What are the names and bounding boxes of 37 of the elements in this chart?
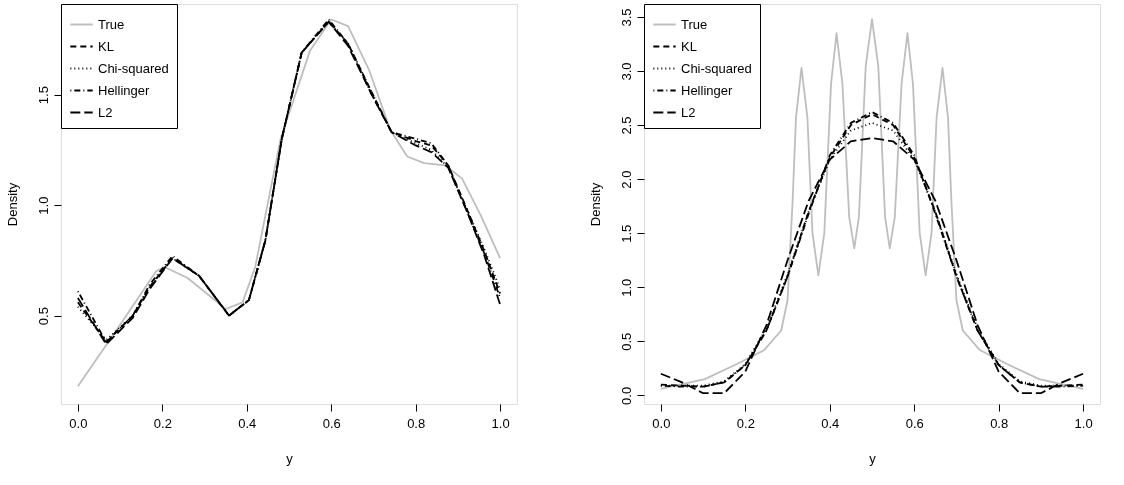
legend-label: Hellinger bbox=[98, 82, 150, 98]
y-tick-label: 0.0 bbox=[618, 386, 634, 405]
x-tick-label: 1.0 bbox=[491, 415, 510, 431]
y-tick-label: 3.0 bbox=[618, 62, 634, 81]
x-tick-label: 0.2 bbox=[736, 415, 755, 431]
legend-label: Hellinger bbox=[681, 82, 733, 98]
x-axis-title: y bbox=[869, 450, 877, 466]
legend-label: L2 bbox=[98, 104, 113, 120]
x-tick-label: 0.0 bbox=[69, 415, 88, 431]
legend-label: Chi-squared bbox=[681, 60, 752, 76]
x-tick-label: 0.0 bbox=[652, 415, 671, 431]
y-axis-title: Density bbox=[587, 182, 603, 227]
x-tick-label: 0.8 bbox=[990, 415, 1009, 431]
y-tick-label: 3.5 bbox=[618, 8, 634, 27]
legend-label: True bbox=[98, 16, 125, 32]
y-tick-label: 1.0 bbox=[35, 196, 51, 215]
legend-label: L2 bbox=[681, 104, 696, 120]
x-axis-title: y bbox=[286, 450, 294, 466]
x-tick-label: 0.6 bbox=[322, 415, 341, 431]
x-tick-label: 0.2 bbox=[153, 415, 172, 431]
x-tick-label: 1.0 bbox=[1074, 415, 1093, 431]
y-tick-label: 0.5 bbox=[618, 332, 634, 351]
y-axis-title: Density bbox=[4, 182, 20, 227]
x-tick-label: 0.8 bbox=[407, 415, 426, 431]
y-tick-label: 1.5 bbox=[35, 86, 51, 105]
x-tick-label: 0.4 bbox=[821, 415, 840, 431]
legend-label: Chi-squared bbox=[98, 60, 169, 76]
y-tick-label: 2.5 bbox=[618, 116, 634, 135]
legend-label: True bbox=[681, 16, 708, 32]
legend-label: KL bbox=[98, 38, 114, 54]
legend-label: KL bbox=[681, 38, 697, 54]
y-tick-label: 0.5 bbox=[35, 307, 51, 326]
x-tick-label: 0.6 bbox=[905, 415, 924, 431]
y-tick-label: 2.0 bbox=[618, 170, 634, 189]
x-tick-label: 0.4 bbox=[238, 415, 257, 431]
y-tick-label: 1.5 bbox=[618, 224, 634, 243]
y-tick-label: 1.0 bbox=[618, 278, 634, 297]
